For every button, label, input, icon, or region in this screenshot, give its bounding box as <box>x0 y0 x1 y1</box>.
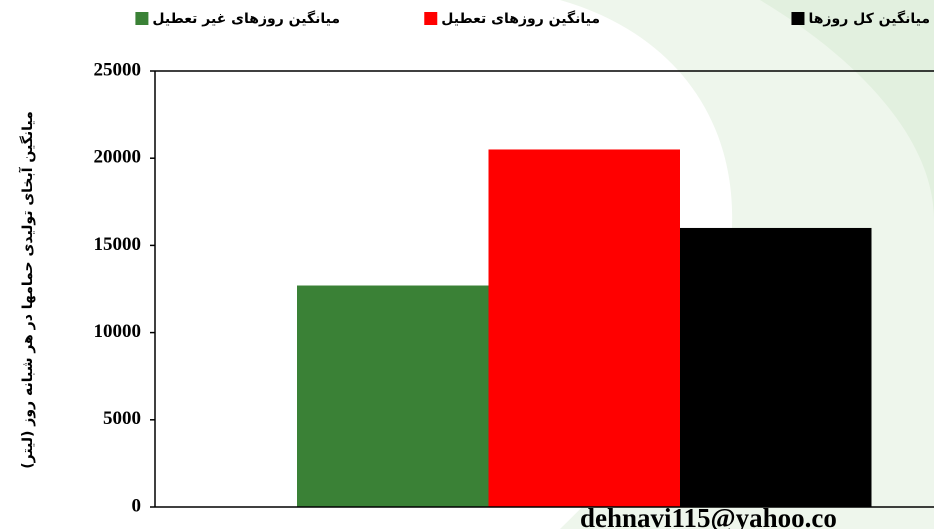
bar <box>297 285 489 507</box>
bar <box>680 227 872 507</box>
y-tick-label: 25000 <box>94 59 142 80</box>
legend-label: میانگین کل روزها <box>808 10 930 27</box>
legend-swatch <box>424 12 438 25</box>
legend-swatch <box>135 12 149 25</box>
y-tick-label: 5000 <box>103 408 141 429</box>
y-tick-label: 20000 <box>94 147 142 168</box>
bar <box>488 149 680 508</box>
y-axis-label: میانگین آبخای تولیدی حمامها در هر شبانه … <box>18 111 36 469</box>
y-tick-label: 10000 <box>94 321 142 342</box>
y-tick-label: 15000 <box>94 234 142 255</box>
y-tick-label: 0 <box>132 495 142 516</box>
legend-swatch <box>791 12 805 25</box>
legend-label: میانگین روزهای تعطیل <box>441 10 600 27</box>
leaf-shape <box>760 0 934 220</box>
legend-label: میانگین روزهای غیر تعطیل <box>152 10 340 27</box>
